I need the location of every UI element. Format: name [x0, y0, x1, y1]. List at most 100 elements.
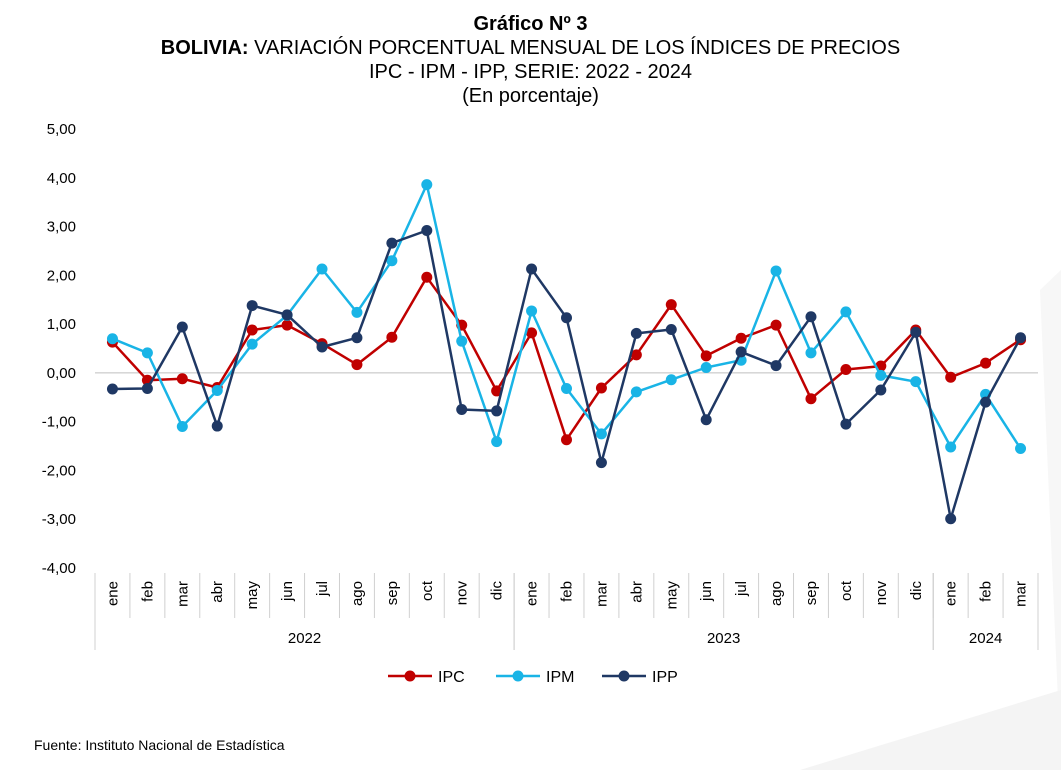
year-label: 2023 [707, 630, 740, 647]
legend-label: IPC [438, 669, 465, 686]
legend-marker [512, 670, 524, 682]
data-point-ipc [246, 324, 258, 336]
data-point-ipp [246, 300, 258, 312]
data-point-ipm [351, 306, 363, 318]
y-tick-label: -4,00 [42, 560, 76, 577]
data-point-ipp [176, 321, 188, 333]
legend-item-ipc: IPC [388, 669, 465, 686]
data-point-ipm [840, 306, 852, 318]
chart-subtitle: BOLIVIA: VARIACIÓN PORCENTUAL MENSUAL DE… [0, 36, 1061, 60]
data-point-ipp [526, 263, 538, 275]
x-tick-label: oct [419, 580, 436, 601]
data-point-ipp [421, 224, 433, 236]
data-point-ipm [526, 305, 538, 317]
data-point-ipm [141, 347, 153, 359]
y-tick-label: 0,00 [47, 365, 76, 382]
data-point-ipc [735, 332, 747, 344]
data-point-ipm [875, 369, 887, 381]
data-point-ipc [630, 349, 642, 361]
x-tick-label: sep [384, 581, 401, 605]
data-point-ipm [700, 362, 712, 374]
data-point-ipm [211, 384, 223, 396]
x-tick-label: dic [908, 581, 925, 601]
subtitle-text: VARIACIÓN PORCENTUAL MENSUAL DE LOS ÍNDI… [248, 37, 901, 59]
data-point-ipm [630, 386, 642, 398]
data-point-ipm [386, 255, 398, 267]
y-tick-label: -1,00 [42, 414, 76, 431]
legend-marker [404, 670, 416, 682]
data-point-ipc [945, 371, 957, 383]
data-point-ipm [246, 338, 258, 350]
data-point-ipc [386, 331, 398, 343]
legend-marker [618, 670, 630, 682]
data-point-ipc [700, 350, 712, 362]
data-point-ipm [910, 376, 922, 388]
data-point-ipp [1015, 332, 1027, 344]
data-point-ipc [595, 382, 607, 394]
data-point-ipp [735, 346, 747, 358]
x-tick-label: jul [314, 581, 331, 597]
data-point-ipm [491, 436, 503, 448]
data-point-ipp [840, 418, 852, 430]
x-tick-label: abr [628, 581, 645, 603]
data-point-ipp [595, 457, 607, 469]
data-point-ipm [456, 335, 468, 347]
source-note: Fuente: Instituto Nacional de Estadístic… [34, 737, 285, 753]
x-tick-label: nov [454, 581, 471, 606]
x-tick-label: sep [803, 581, 820, 605]
data-point-ipp [561, 312, 572, 324]
x-tick-label: oct [838, 580, 855, 601]
legend-label: IPP [652, 669, 678, 686]
data-point-ipc [561, 434, 572, 446]
subtitle-country: BOLIVIA: [160, 37, 249, 59]
data-point-ipp [141, 382, 153, 394]
data-point-ipc [281, 319, 293, 331]
x-tick-label: ene [104, 581, 121, 606]
legend-item-ipm: IPM [496, 669, 574, 686]
data-point-ipc [491, 385, 503, 397]
legend-item-ipp: IPP [602, 669, 678, 686]
data-point-ipp [281, 309, 293, 321]
data-point-ipc [805, 393, 817, 405]
data-point-ipp [700, 414, 712, 426]
y-tick-label: 4,00 [47, 170, 76, 187]
x-tick-label: jun [279, 581, 296, 602]
data-point-ipp [211, 420, 223, 432]
data-point-ipm [665, 374, 677, 386]
data-point-ipm [106, 333, 118, 345]
y-tick-label: 3,00 [47, 219, 76, 236]
x-tick-label: ago [349, 581, 366, 606]
data-point-ipp [106, 383, 118, 395]
x-tick-label: mar [593, 581, 610, 607]
data-point-ipm [805, 347, 817, 359]
chart-unit-line: (En porcentaje) [462, 85, 599, 107]
data-point-ipc [526, 327, 538, 339]
x-tick-label: ene [524, 581, 541, 606]
y-tick-label: 2,00 [47, 267, 76, 284]
data-point-ipp [351, 332, 363, 344]
y-tick-label: 1,00 [47, 316, 76, 333]
data-point-ipp [456, 403, 468, 415]
data-point-ipc [980, 357, 992, 369]
chart-titles: Gráfico Nº 3 BOLIVIA: VARIACIÓN PORCENTU… [0, 12, 1061, 108]
year-label: 2024 [969, 630, 1002, 647]
series-ipm [106, 179, 1027, 454]
year-label: 2022 [288, 630, 321, 647]
data-point-ipc [421, 271, 433, 283]
x-tick-label: jun [698, 581, 715, 602]
data-point-ipp [805, 311, 817, 323]
x-tick-label: mar [1013, 581, 1030, 607]
data-point-ipm [595, 428, 607, 440]
x-tick-label: feb [978, 581, 995, 602]
y-tick-label: -2,00 [42, 462, 76, 479]
y-tick-label: -3,00 [42, 511, 76, 528]
data-point-ipp [491, 405, 503, 417]
chart-series-line: IPC - IPM - IPP, SERIE: 2022 - 2024 [368, 61, 693, 83]
data-point-ipp [386, 237, 398, 249]
data-point-ipp [665, 323, 677, 335]
chart-title: Gráfico Nº 3 [473, 13, 588, 35]
y-tick-label: 5,00 [47, 121, 76, 138]
x-tick-label: ene [943, 581, 960, 606]
